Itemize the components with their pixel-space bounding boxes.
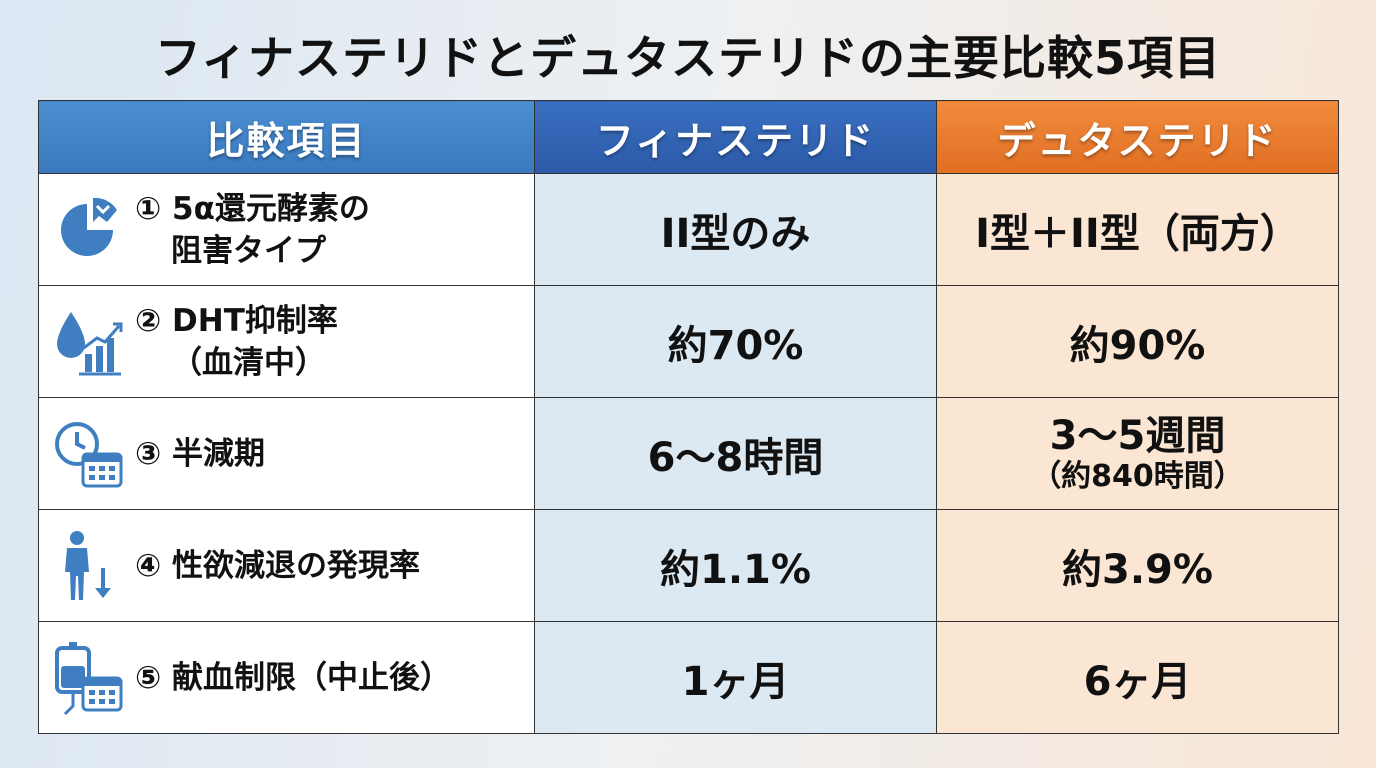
table-row: ③ 半減期 6～8時間 3～5週間 （約840時間） <box>38 397 1339 510</box>
table-row: ① 5α還元酵素の 阻害タイプ II型のみ I型＋II型（両方） <box>38 173 1339 286</box>
header-finasteride: フィナステリド <box>534 100 937 174</box>
row-label-line1: ② DHT抑制率 <box>135 302 338 339</box>
header-item: 比較項目 <box>38 100 535 174</box>
row-label-line1: ① 5α還元酵素の <box>135 190 370 227</box>
dutasteride-value: 3～5週間 <box>1049 412 1226 459</box>
table-row: ⑤ 献血制限（中止後） 1ヶ月 6ヶ月 <box>38 621 1339 734</box>
row-item-cell: ① 5α還元酵素の 阻害タイプ <box>38 173 535 286</box>
header-dutasteride: デュタステリド <box>936 100 1339 174</box>
dutasteride-subvalue: （約840時間） <box>1031 458 1244 494</box>
row-label-line2: （血清中） <box>171 344 326 381</box>
dutasteride-value: 6ヶ月 <box>936 621 1339 734</box>
row-label-line1: ⑤ 献血制限（中止後） <box>135 659 452 696</box>
finasteride-value: 1ヶ月 <box>534 621 937 734</box>
row-item-cell: ② DHT抑制率 （血清中） <box>38 285 535 398</box>
row-label-line1: ③ 半減期 <box>135 435 266 472</box>
row-item-cell: ⑤ 献血制限（中止後） <box>38 621 535 734</box>
finasteride-value: 約70% <box>534 285 937 398</box>
page-title: フィナステリドとデュタステリドの主要比較5項目 <box>154 31 1222 85</box>
comparison-table: 比較項目 フィナステリド デュタステリド ① 5α還元酵素の <box>38 100 1339 734</box>
pie-chart-icon <box>49 190 129 270</box>
dutasteride-value: I型＋II型（両方） <box>936 173 1339 286</box>
table-row: ② DHT抑制率 （血清中） 約70% 約90% <box>38 285 1339 398</box>
dutasteride-value-cell: 3～5週間 （約840時間） <box>936 397 1339 510</box>
row-item-cell: ③ 半減期 <box>38 397 535 510</box>
blood-bag-calendar-icon <box>49 638 129 718</box>
finasteride-value: 6～8時間 <box>534 397 937 510</box>
row-label-line2: 阻害タイプ <box>171 232 326 269</box>
row-label-line1: ④ 性欲減退の発現率 <box>135 547 421 584</box>
dutasteride-value: 約3.9% <box>936 509 1339 622</box>
table-row: ④ 性欲減退の発現率 約1.1% 約3.9% <box>38 509 1339 622</box>
row-item-cell: ④ 性欲減退の発現率 <box>38 509 535 622</box>
clock-calendar-icon <box>49 414 129 494</box>
dutasteride-value: 約90% <box>936 285 1339 398</box>
finasteride-value: II型のみ <box>534 173 937 286</box>
person-down-arrow-icon <box>49 526 129 606</box>
finasteride-value: 約1.1% <box>534 509 937 622</box>
table-header-row: 比較項目 フィナステリド デュタステリド <box>38 100 1339 174</box>
drop-bar-chart-icon <box>49 302 129 382</box>
